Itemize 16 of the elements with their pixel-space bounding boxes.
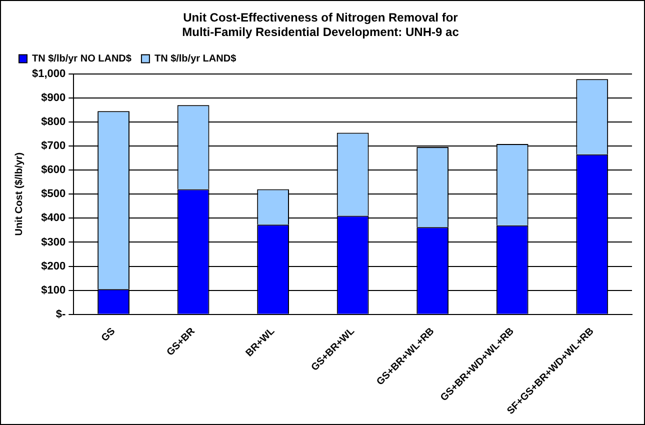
y-tick-label: $200 <box>41 260 66 272</box>
y-tick-label: $800 <box>41 116 66 128</box>
y-tick-label: $500 <box>41 188 66 200</box>
y-tick-label: $400 <box>41 212 66 224</box>
y-tick-label: $700 <box>41 140 66 152</box>
x-tick-label: GS <box>100 326 118 344</box>
legend-label: TN $/lb/yr LAND$ <box>154 54 237 65</box>
y-tick-label: $1,000 <box>32 68 66 80</box>
y-tick-label: $300 <box>41 236 66 248</box>
y-tick-label: $100 <box>41 284 66 296</box>
y-tick-label: $600 <box>41 164 66 176</box>
chart-title: Unit Cost-Effectiveness of Nitrogen Removal for Multi-Family Residential Development: UNH-9 ac <box>182 10 460 39</box>
y-axis-title: Unit Cost ($/lb/yr) <box>14 152 25 236</box>
legend-label: TN $/lb/yr NO LAND$ <box>32 54 132 65</box>
y-tick-label: $- <box>56 308 66 320</box>
y-tick-label: $900 <box>41 92 66 104</box>
